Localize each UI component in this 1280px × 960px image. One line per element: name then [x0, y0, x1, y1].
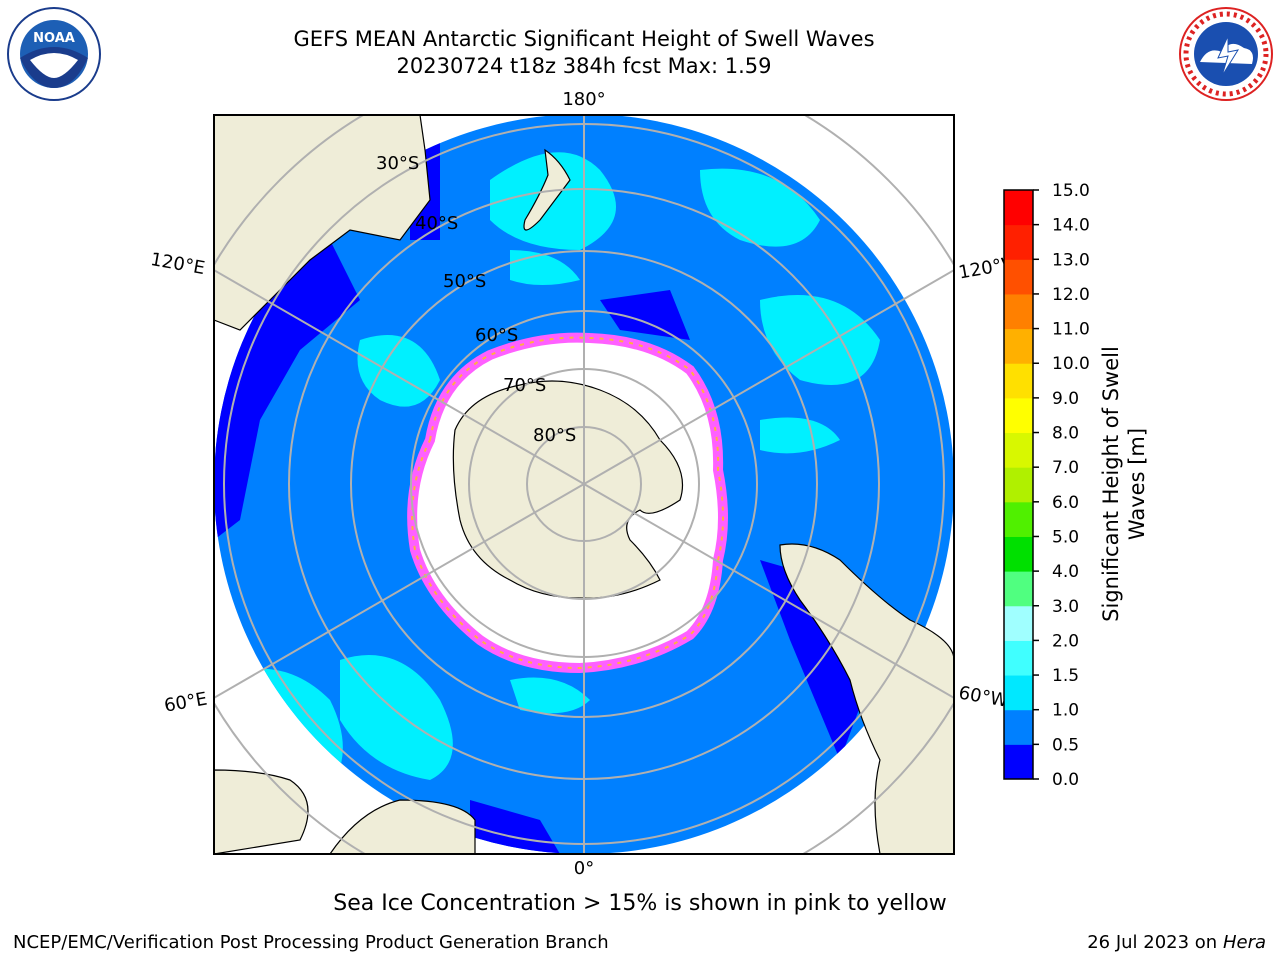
colorbar-tick-label: 3.0: [1052, 597, 1079, 617]
lon-label-180: 180°: [562, 89, 605, 110]
colorbar-segment: [1004, 397, 1033, 434]
colorbar-tick-label: 4.0: [1052, 562, 1079, 582]
colorbar-tick-label: 13.0: [1052, 250, 1090, 270]
colorbar-tick-label: 11.0: [1052, 320, 1090, 340]
colorbar-tick-label: 7.0: [1052, 458, 1079, 478]
colorbar-tick-label: 14.0: [1052, 216, 1090, 236]
colorbar-segment: [1004, 536, 1033, 572]
colorbar-segment: [1004, 501, 1033, 537]
longitude-labels: 180° 0° 120°E 120°W 60°E 60°W: [149, 89, 1021, 879]
sea-ice-note: Sea Ice Concentration > 15% is shown in …: [333, 891, 947, 916]
australia: [214, 115, 431, 331]
lat-label-40: 40°S: [415, 213, 458, 234]
colorbar-segment: [1004, 709, 1033, 745]
chart-subtitle: 20230724 t18z 384h fcst Max: 1.59: [396, 54, 772, 78]
colorbar-segment: [1004, 328, 1033, 364]
latitude-labels: 80°S 70°S 60°S 50°S 40°S 30°S: [376, 153, 576, 446]
lat-label-70: 70°S: [503, 375, 546, 396]
lat-label-80: 80°S: [533, 425, 576, 446]
colorbar-tick-label: 2.0: [1052, 631, 1079, 651]
colorbar-segment: [1004, 224, 1033, 260]
colorbar-tick-label: 6.0: [1052, 493, 1079, 513]
colorbar-tick-label: 8.0: [1052, 424, 1079, 444]
lat-label-50: 50°S: [443, 271, 486, 292]
colorbar-segment: [1004, 293, 1033, 330]
footer-branch: NCEP/EMC/Verification Post Processing Pr…: [13, 932, 609, 953]
antarctica: [452, 380, 684, 599]
noaa-logo: NOAA: [7, 7, 101, 101]
colorbar-segment: [1004, 675, 1033, 711]
chart-title: GEFS MEAN Antarctic Significant Height o…: [293, 27, 875, 51]
meridians: [214, 115, 954, 854]
colorbar-segment: [1004, 571, 1033, 607]
new-zealand: [523, 148, 571, 231]
colorbar-tick-label: 1.0: [1052, 701, 1079, 721]
colorbar-segment: [1004, 640, 1033, 676]
colorbar-segment: [1004, 190, 1033, 226]
lon-label-0: 0°: [574, 858, 594, 879]
colorbar-segment: [1004, 363, 1033, 399]
colorbar-segment: [1004, 432, 1033, 468]
svg-text:NOAA: NOAA: [33, 31, 75, 46]
colorbar-frame: [1003, 189, 1034, 780]
colorbar-label: Significant Height of Swell: [1099, 346, 1123, 622]
colorbar-label: Waves [m]: [1125, 428, 1149, 540]
colorbar-tick-label: 1.5: [1052, 666, 1079, 686]
colorbar-tick-label: 9.0: [1052, 389, 1079, 409]
colorbar-segment: [1004, 605, 1033, 641]
colorbar-tick-label: 0.5: [1052, 735, 1079, 755]
colorbar-segment: [1004, 467, 1033, 503]
colorbar-tick-label: 0.0: [1052, 770, 1079, 790]
lat-label-30: 30°S: [376, 153, 419, 174]
colorbar-tick-label: 5.0: [1052, 527, 1079, 547]
colorbar-segment: [1004, 744, 1033, 780]
nws-logo: [1179, 7, 1273, 101]
colorbar-tick-label: 10.0: [1052, 354, 1090, 374]
footer-date: 26 Jul 2023 on Hera: [1087, 932, 1266, 953]
colorbar-segment: [1004, 259, 1033, 295]
lat-label-60: 60°S: [475, 325, 518, 346]
madagascar-region: [214, 769, 309, 854]
colorbar-tick-label: 15.0: [1052, 181, 1090, 201]
colorbar-tick-label: 12.0: [1052, 285, 1090, 305]
